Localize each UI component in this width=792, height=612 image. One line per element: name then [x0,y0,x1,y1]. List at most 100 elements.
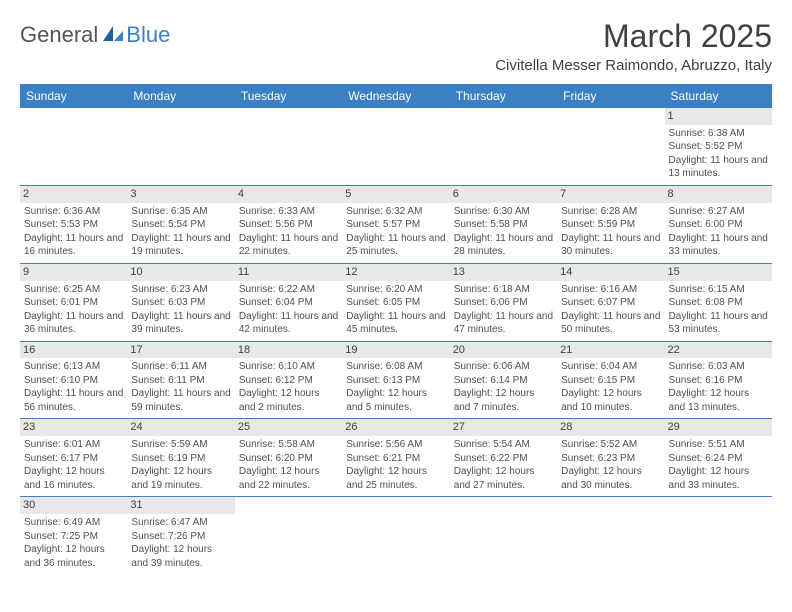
sunset-text: Sunset: 5:58 PM [454,218,553,232]
calendar-week-row: 30Sunrise: 6:49 AMSunset: 7:25 PMDayligh… [20,497,772,574]
day-number: 27 [450,419,557,436]
daylight-text: Daylight: 12 hours and 5 minutes. [346,387,445,414]
sunrise-text: Sunrise: 5:51 AM [669,438,768,452]
daylight-text: Daylight: 12 hours and 27 minutes. [454,465,553,492]
sunset-text: Sunset: 6:05 PM [346,296,445,310]
daylight-text: Daylight: 11 hours and 42 minutes. [239,310,338,337]
sunset-text: Sunset: 5:56 PM [239,218,338,232]
calendar-day-cell: 10Sunrise: 6:23 AMSunset: 6:03 PMDayligh… [127,263,234,341]
calendar-day-cell [557,108,664,186]
daylight-text: Daylight: 11 hours and 13 minutes. [669,154,768,181]
calendar-day-cell: 9Sunrise: 6:25 AMSunset: 6:01 PMDaylight… [20,263,127,341]
day-number: 22 [665,342,772,359]
logo: General Blue [20,22,170,48]
sunset-text: Sunset: 7:26 PM [131,530,230,544]
day-number: 13 [450,264,557,281]
daylight-text: Daylight: 12 hours and 36 minutes. [24,543,123,570]
sunset-text: Sunset: 6:01 PM [24,296,123,310]
calendar-day-cell: 20Sunrise: 6:06 AMSunset: 6:14 PMDayligh… [450,341,557,419]
weekday-header: Sunday [20,85,127,108]
day-number: 3 [127,186,234,203]
calendar-day-cell [342,108,449,186]
sunset-text: Sunset: 6:19 PM [131,452,230,466]
sunset-text: Sunset: 5:57 PM [346,218,445,232]
sunset-text: Sunset: 6:00 PM [669,218,768,232]
daylight-text: Daylight: 11 hours and 33 minutes. [669,232,768,259]
day-number: 1 [665,108,772,125]
calendar-day-cell [665,497,772,574]
sunrise-text: Sunrise: 5:58 AM [239,438,338,452]
sunset-text: Sunset: 6:04 PM [239,296,338,310]
daylight-text: Daylight: 12 hours and 10 minutes. [561,387,660,414]
calendar-day-cell: 4Sunrise: 6:33 AMSunset: 5:56 PMDaylight… [235,185,342,263]
day-number: 2 [20,186,127,203]
daylight-text: Daylight: 12 hours and 13 minutes. [669,387,768,414]
calendar-day-cell: 16Sunrise: 6:13 AMSunset: 6:10 PMDayligh… [20,341,127,419]
sunrise-text: Sunrise: 6:27 AM [669,205,768,219]
sunrise-text: Sunrise: 6:15 AM [669,283,768,297]
sunrise-text: Sunrise: 6:35 AM [131,205,230,219]
sunrise-text: Sunrise: 6:22 AM [239,283,338,297]
calendar-day-cell: 7Sunrise: 6:28 AMSunset: 5:59 PMDaylight… [557,185,664,263]
day-number: 24 [127,419,234,436]
sunset-text: Sunset: 6:07 PM [561,296,660,310]
calendar-day-cell: 3Sunrise: 6:35 AMSunset: 5:54 PMDaylight… [127,185,234,263]
calendar-week-row: 23Sunrise: 6:01 AMSunset: 6:17 PMDayligh… [20,419,772,497]
calendar-day-cell: 15Sunrise: 6:15 AMSunset: 6:08 PMDayligh… [665,263,772,341]
sunrise-text: Sunrise: 6:38 AM [669,127,768,141]
calendar-day-cell: 25Sunrise: 5:58 AMSunset: 6:20 PMDayligh… [235,419,342,497]
calendar-day-cell: 5Sunrise: 6:32 AMSunset: 5:57 PMDaylight… [342,185,449,263]
daylight-text: Daylight: 11 hours and 36 minutes. [24,310,123,337]
day-number: 8 [665,186,772,203]
daylight-text: Daylight: 12 hours and 16 minutes. [24,465,123,492]
day-number: 14 [557,264,664,281]
sunset-text: Sunset: 6:12 PM [239,374,338,388]
day-number: 21 [557,342,664,359]
sunset-text: Sunset: 6:06 PM [454,296,553,310]
calendar-day-cell: 11Sunrise: 6:22 AMSunset: 6:04 PMDayligh… [235,263,342,341]
day-number: 9 [20,264,127,281]
sunset-text: Sunset: 6:21 PM [346,452,445,466]
calendar-day-cell: 8 Sunrise: 6:27 AMSunset: 6:00 PMDaylight… [665,185,772,263]
daylight-text: Daylight: 12 hours and 7 minutes. [454,387,553,414]
calendar-day-cell [450,108,557,186]
sunrise-text: Sunrise: 6:28 AM [561,205,660,219]
daylight-text: Daylight: 11 hours and 50 minutes. [561,310,660,337]
sunset-text: Sunset: 5:53 PM [24,218,123,232]
title-block: March 2025 Civitella Messer Raimondo, Ab… [495,18,772,80]
daylight-text: Daylight: 11 hours and 45 minutes. [346,310,445,337]
daylight-text: Daylight: 12 hours and 33 minutes. [669,465,768,492]
sunrise-text: Sunrise: 5:54 AM [454,438,553,452]
location: Civitella Messer Raimondo, Abruzzo, Ital… [495,57,772,74]
sunset-text: Sunset: 6:08 PM [669,296,768,310]
daylight-text: Daylight: 12 hours and 2 minutes. [239,387,338,414]
sunset-text: Sunset: 6:13 PM [346,374,445,388]
daylight-text: Daylight: 12 hours and 25 minutes. [346,465,445,492]
calendar-day-cell [127,108,234,186]
day-number: 17 [127,342,234,359]
daylight-text: Daylight: 11 hours and 47 minutes. [454,310,553,337]
daylight-text: Daylight: 11 hours and 53 minutes. [669,310,768,337]
day-number: 4 [235,186,342,203]
day-number: 29 [665,419,772,436]
day-number: 6 [450,186,557,203]
calendar-day-cell: 1 Sunrise: 6:38 AMSunset: 5:52 PMDaylight… [665,108,772,186]
sunrise-text: Sunrise: 6:10 AM [239,360,338,374]
logo-text-blue: Blue [126,22,170,48]
weekday-header: Tuesday [235,85,342,108]
sunset-text: Sunset: 6:22 PM [454,452,553,466]
daylight-text: Daylight: 12 hours and 39 minutes. [131,543,230,570]
daylight-text: Daylight: 12 hours and 30 minutes. [561,465,660,492]
calendar-day-cell: 28Sunrise: 5:52 AMSunset: 6:23 PMDayligh… [557,419,664,497]
month-title: March 2025 [495,18,772,55]
weekday-header: Thursday [450,85,557,108]
sunset-text: Sunset: 5:52 PM [669,140,768,154]
calendar-table: Sunday Monday Tuesday Wednesday Thursday… [20,84,772,574]
calendar-day-cell: 12Sunrise: 6:20 AMSunset: 6:05 PMDayligh… [342,263,449,341]
sunset-text: Sunset: 6:20 PM [239,452,338,466]
day-number: 19 [342,342,449,359]
sunrise-text: Sunrise: 6:16 AM [561,283,660,297]
sunrise-text: Sunrise: 6:08 AM [346,360,445,374]
daylight-text: Daylight: 11 hours and 59 minutes. [131,387,230,414]
calendar-day-cell: 30Sunrise: 6:49 AMSunset: 7:25 PMDayligh… [20,497,127,574]
